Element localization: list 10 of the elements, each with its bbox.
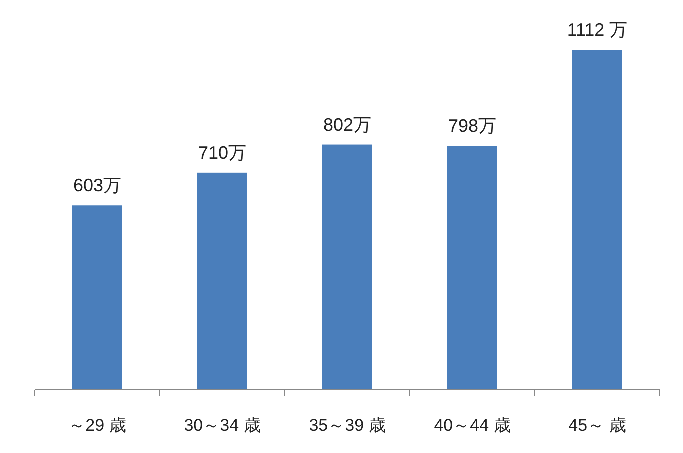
data-label: 710万 (198, 142, 247, 163)
x-tick-label: ～29 歳 (68, 416, 126, 435)
data-label: 1112 万 (567, 20, 628, 40)
x-tick-label: 35～39 歳 (309, 416, 386, 435)
x-tick-label: 45～ 歳 (568, 416, 626, 435)
data-label: 798万 (448, 116, 497, 136)
x-tick-label: 40～44 歳 (434, 416, 511, 435)
data-label: 802万 (323, 114, 372, 135)
x-tick-label: 30～34 歳 (184, 416, 261, 435)
data-label: 603万 (73, 176, 122, 196)
